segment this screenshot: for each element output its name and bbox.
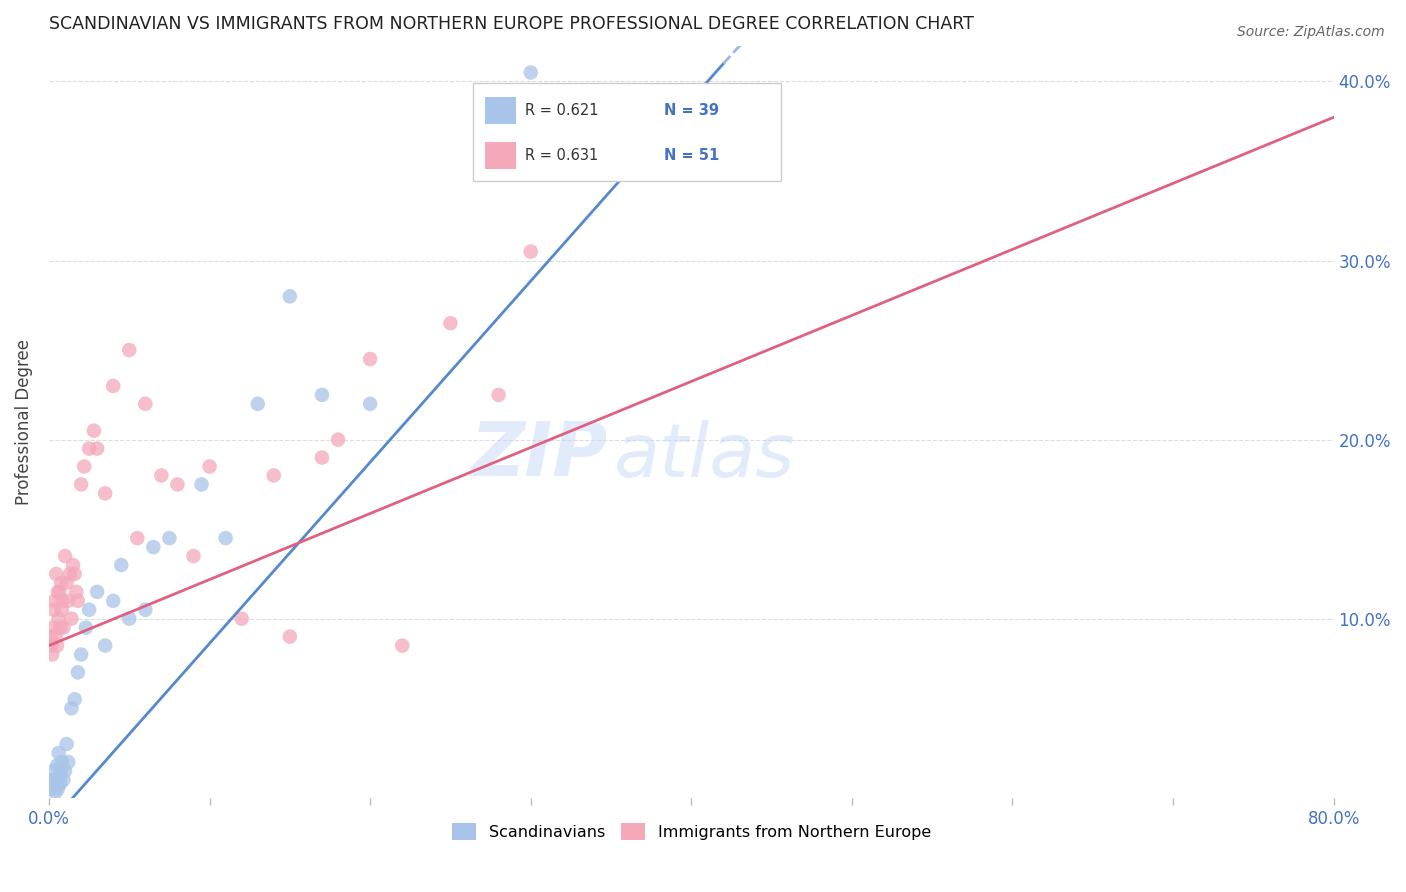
Point	[39, 781, 62, 796]
Point	[103, 379, 125, 393]
Point	[439, 316, 461, 330]
Point	[52, 594, 75, 608]
Point	[41, 776, 63, 790]
Point	[45, 566, 67, 581]
Point	[519, 65, 541, 79]
Point	[48, 585, 70, 599]
Point	[183, 549, 205, 563]
Point	[46, 758, 69, 772]
Point	[63, 566, 86, 581]
Point	[118, 343, 141, 357]
Point	[94, 639, 117, 653]
Point	[58, 755, 80, 769]
Point	[190, 477, 212, 491]
Point	[311, 450, 333, 465]
Point	[41, 648, 63, 662]
Point	[39, 630, 62, 644]
Point	[41, 772, 63, 787]
Point	[134, 397, 156, 411]
Point	[278, 289, 301, 303]
Legend: Scandinavians, Immigrants from Northern Europe: Scandinavians, Immigrants from Northern …	[446, 817, 938, 847]
Point	[44, 772, 66, 787]
Point	[62, 558, 84, 572]
Point	[60, 701, 83, 715]
Point	[263, 468, 285, 483]
Point	[51, 755, 73, 769]
Point	[65, 585, 87, 599]
Point	[86, 585, 108, 599]
Point	[46, 639, 69, 653]
Point	[66, 594, 89, 608]
Point	[70, 477, 93, 491]
Point	[49, 764, 72, 778]
Point	[519, 244, 541, 259]
Point	[58, 594, 80, 608]
Point	[42, 603, 65, 617]
Point	[44, 630, 66, 644]
Text: SCANDINAVIAN VS IMMIGRANTS FROM NORTHERN EUROPE PROFESSIONAL DEGREE CORRELATION : SCANDINAVIAN VS IMMIGRANTS FROM NORTHERN…	[49, 15, 974, 33]
Point	[55, 575, 77, 590]
Point	[49, 621, 72, 635]
Text: ZIP: ZIP	[471, 419, 607, 492]
Text: atlas: atlas	[614, 419, 796, 491]
Point	[51, 603, 73, 617]
Point	[77, 442, 100, 456]
Text: Source: ZipAtlas.com: Source: ZipAtlas.com	[1237, 25, 1385, 39]
Point	[63, 692, 86, 706]
Point	[278, 630, 301, 644]
Point	[60, 612, 83, 626]
Point	[48, 612, 70, 626]
Point	[127, 531, 149, 545]
Point	[55, 737, 77, 751]
Point	[231, 612, 253, 626]
Point	[42, 778, 65, 792]
Point	[118, 612, 141, 626]
Point	[66, 665, 89, 680]
Point	[166, 477, 188, 491]
Point	[103, 594, 125, 608]
Point	[94, 486, 117, 500]
Point	[49, 575, 72, 590]
Point	[214, 531, 236, 545]
Point	[75, 621, 97, 635]
Point	[42, 621, 65, 635]
Point	[311, 388, 333, 402]
Point	[600, 120, 623, 134]
Point	[359, 352, 381, 367]
Point	[53, 764, 76, 778]
Point	[77, 603, 100, 617]
Point	[46, 585, 69, 599]
Point	[41, 639, 63, 653]
Point	[246, 397, 269, 411]
Point	[198, 459, 221, 474]
Point	[48, 769, 70, 783]
Y-axis label: Professional Degree: Professional Degree	[15, 339, 32, 505]
Point	[359, 397, 381, 411]
Point	[46, 781, 69, 796]
Point	[42, 764, 65, 778]
Point	[150, 468, 173, 483]
Point	[157, 531, 180, 545]
Point	[59, 566, 82, 581]
Point	[134, 603, 156, 617]
Point	[326, 433, 349, 447]
Point	[70, 648, 93, 662]
Point	[110, 558, 132, 572]
Point	[73, 459, 96, 474]
Point	[488, 388, 510, 402]
Point	[49, 776, 72, 790]
Point	[44, 594, 66, 608]
Point	[48, 746, 70, 760]
Point	[52, 772, 75, 787]
Point	[53, 549, 76, 563]
Point	[142, 540, 165, 554]
Point	[44, 785, 66, 799]
Point	[83, 424, 105, 438]
Point	[391, 639, 413, 653]
Point	[52, 621, 75, 635]
Point	[86, 442, 108, 456]
